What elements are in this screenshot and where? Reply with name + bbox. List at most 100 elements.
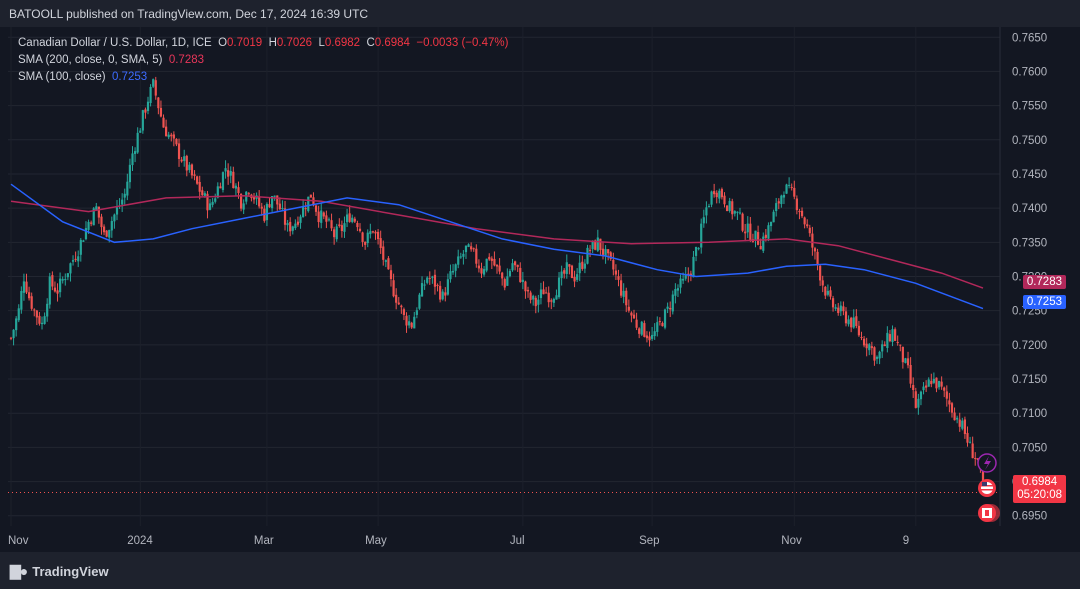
legend-sma100-row[interactable]: SMA (100, close) 0.7253: [18, 69, 508, 86]
candle-body: [457, 256, 460, 265]
low-label: L: [318, 37, 325, 49]
candle-body: [568, 264, 571, 267]
change-value: −0.0033 (−0.47%): [416, 37, 509, 49]
candle-body: [782, 194, 786, 198]
candle-body: [710, 191, 713, 205]
candle-body: [906, 358, 910, 366]
candle-body: [901, 346, 904, 363]
candle-body: [128, 164, 132, 183]
candle-body: [793, 187, 796, 197]
candle-body: [694, 246, 698, 256]
legend-ohlc-row: Canadian Dollar / U.S. Dollar, 1D, ICE O…: [18, 35, 508, 52]
candle-body: [304, 208, 307, 210]
candle-body: [594, 240, 597, 250]
candle-body: [599, 238, 602, 250]
candle-body: [622, 290, 625, 297]
candle-body: [376, 231, 380, 240]
candle-body: [40, 322, 44, 325]
candle-body: [20, 291, 23, 310]
candle-body: [762, 236, 765, 251]
candle-body: [265, 203, 269, 221]
candle-body: [237, 187, 240, 194]
candle-body: [565, 262, 568, 274]
candle-body: [532, 295, 535, 300]
candle-body: [746, 223, 749, 233]
candle-body: [74, 258, 77, 260]
candle-body: [896, 341, 899, 343]
candle-body: [379, 238, 382, 249]
candle-body: [821, 280, 824, 286]
candle-body: [689, 273, 692, 276]
candle-body: [146, 101, 150, 111]
candle-body: [436, 284, 439, 286]
open-value: 0.7019: [227, 37, 263, 49]
candle-body: [115, 207, 119, 215]
time-axis[interactable]: Nov 2024 Mar May Jul Sep Nov 9: [8, 535, 909, 547]
price-tick-label: 0.6950: [1012, 511, 1047, 523]
candle-body: [612, 259, 615, 270]
candle-body: [234, 185, 238, 189]
legend-sma200-row[interactable]: SMA (200, close, 0, SMA, 5) 0.7283: [18, 52, 508, 69]
candle-body: [780, 195, 783, 205]
candle-body: [33, 309, 36, 311]
candle-body: [402, 309, 406, 315]
candle-body: [338, 224, 341, 226]
time-tick-label: 9: [903, 535, 909, 547]
candle-body: [208, 203, 212, 210]
candle-body: [343, 223, 346, 232]
candle-body: [764, 234, 767, 238]
alert-icon[interactable]: [977, 453, 997, 473]
candle-body: [682, 278, 685, 281]
candle-body: [77, 256, 80, 262]
candle-body: [451, 270, 455, 273]
candle-body: [170, 134, 173, 137]
candle-body: [731, 201, 734, 215]
candle-body: [100, 216, 103, 228]
candle-body: [454, 264, 457, 271]
price-tick-label: 0.7400: [1012, 203, 1047, 215]
candle-body: [216, 186, 219, 198]
candle-body: [539, 289, 543, 299]
candle-body: [705, 207, 708, 216]
price-tick-label: 0.7350: [1012, 237, 1047, 249]
candle-body: [754, 230, 757, 241]
candle-body: [803, 217, 806, 225]
candle-body: [444, 292, 447, 296]
candle-body: [105, 230, 108, 237]
candle-body: [395, 294, 398, 303]
candle-body: [676, 288, 680, 291]
candle-body: [431, 276, 434, 278]
candle-body: [327, 219, 331, 221]
candle-body: [131, 153, 134, 166]
candle-body: [816, 251, 819, 266]
candle-body: [227, 170, 230, 177]
candle-body: [795, 198, 798, 211]
candle-body: [604, 249, 607, 257]
candle-body: [627, 306, 630, 311]
candle-body: [552, 298, 555, 303]
candle-body: [232, 171, 235, 189]
price-tick-label: 0.7500: [1012, 135, 1047, 147]
symbol-name[interactable]: Canadian Dollar / U.S. Dollar, 1D, ICE: [18, 37, 212, 49]
candle-body: [529, 292, 532, 300]
candle-body: [286, 223, 289, 226]
candle-body: [418, 294, 421, 309]
price-chart[interactable]: 0.7650 0.7600 0.7550 0.7500 0.7450 0.7400 0.73…: [0, 0, 1080, 552]
candle-body: [25, 281, 28, 293]
candle-body: [899, 344, 902, 346]
candle-body: [798, 211, 801, 213]
candle-body: [108, 229, 111, 238]
candle-body: [495, 264, 499, 267]
candle-body: [516, 264, 519, 267]
candle-body: [741, 213, 744, 231]
candle-body: [839, 305, 842, 312]
candle-body: [87, 221, 90, 230]
candle-body: [389, 270, 393, 280]
candle-body: [632, 314, 636, 319]
candle-body: [658, 321, 661, 323]
candle-body: [415, 310, 418, 315]
candle-body: [545, 292, 548, 294]
us-flag-icon[interactable]: [978, 479, 996, 497]
ca-flag-icon[interactable]: [978, 504, 1000, 522]
price-tick-label: 0.7050: [1012, 442, 1047, 454]
